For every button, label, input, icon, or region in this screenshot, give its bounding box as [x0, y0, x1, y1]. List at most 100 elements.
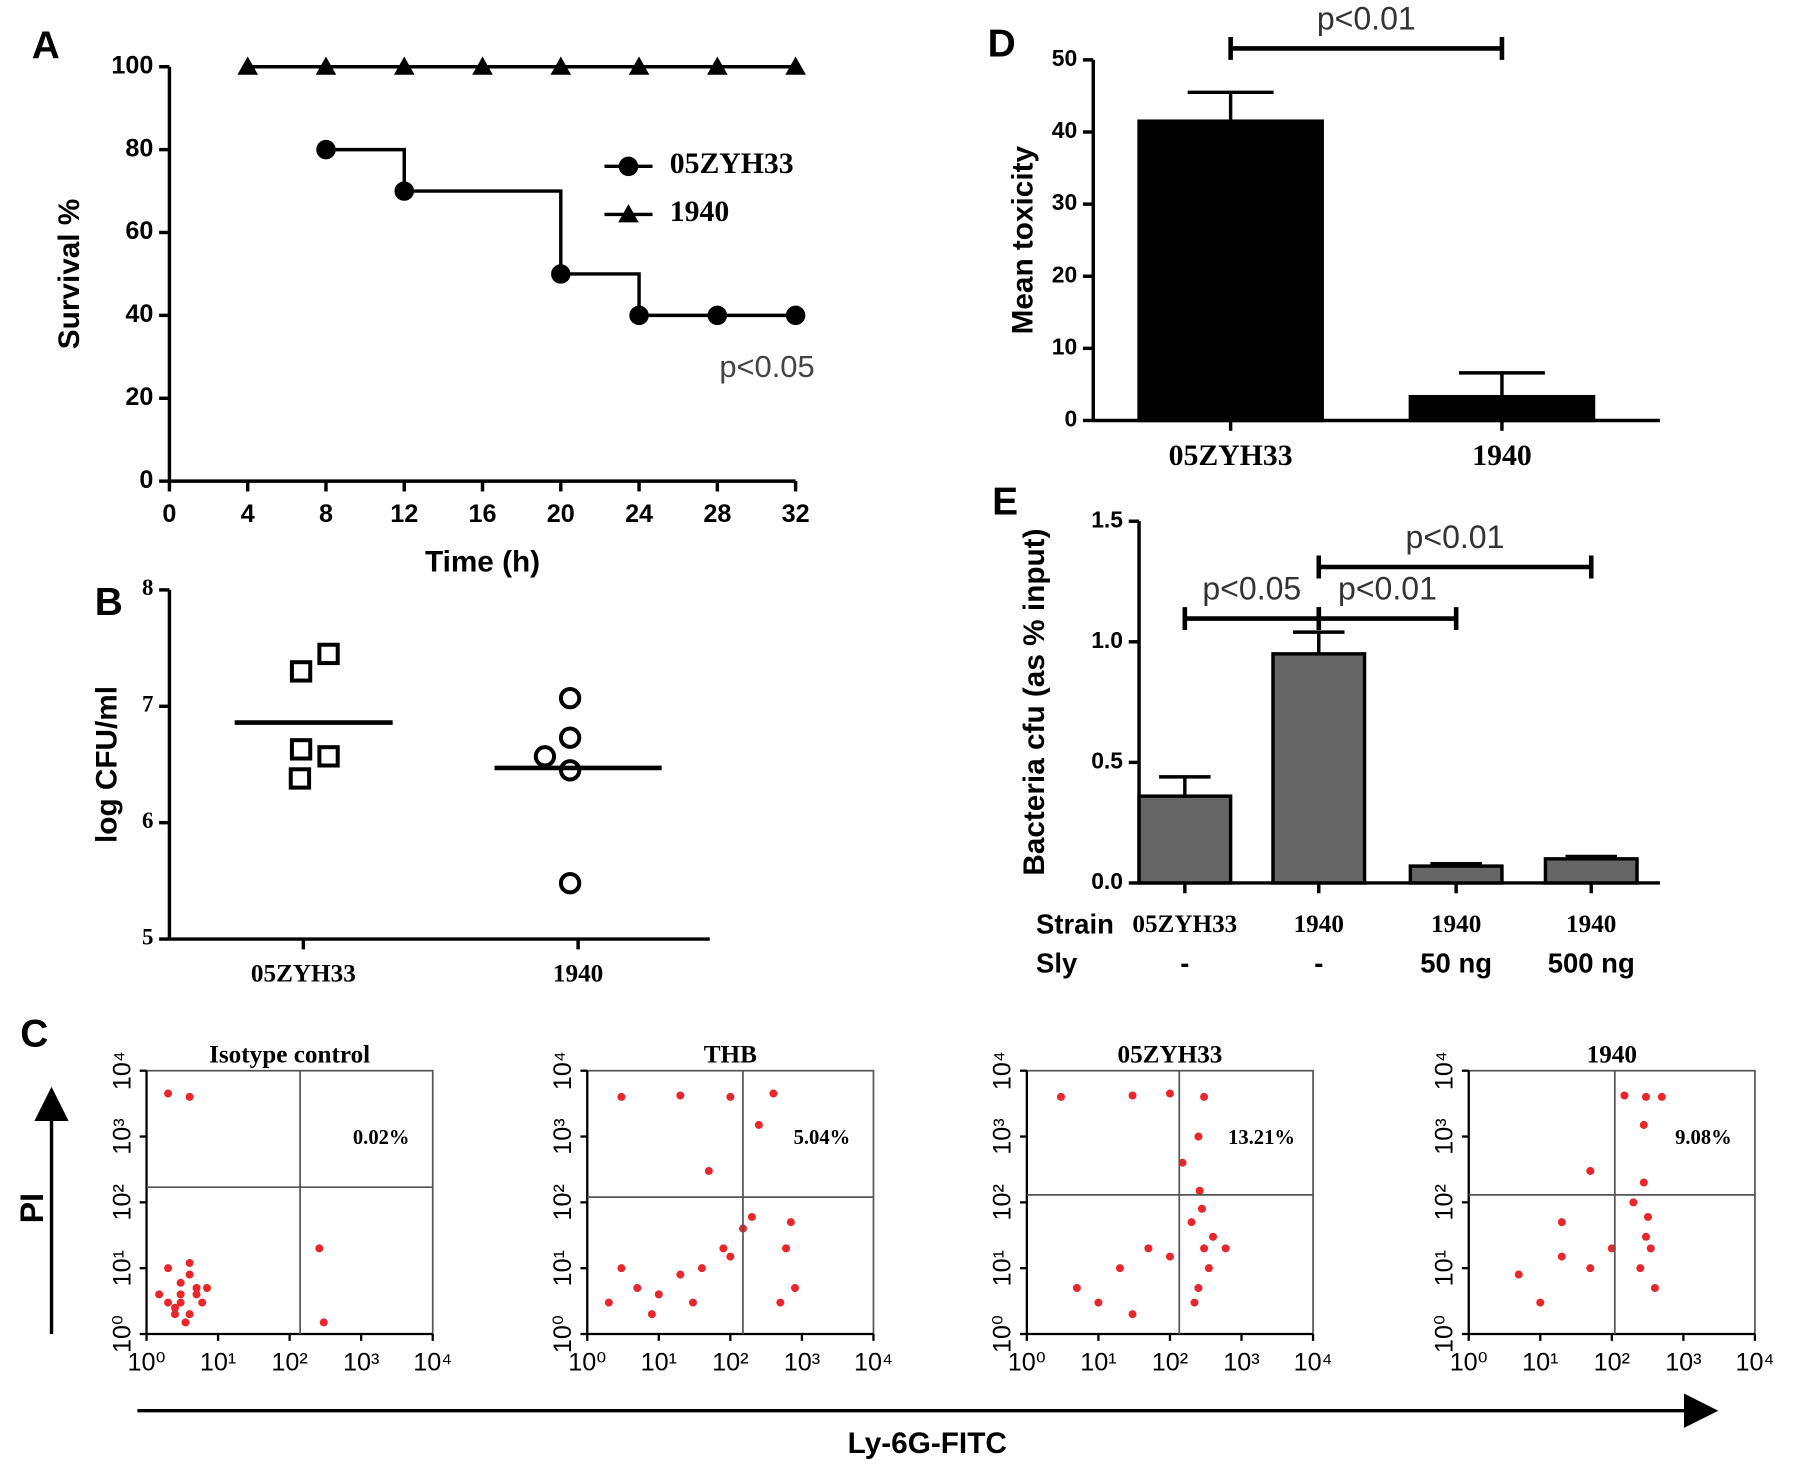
x-tick-label: 10⁰	[568, 1348, 606, 1376]
y-tick-label: 1.5	[1091, 506, 1123, 532]
x-tick-label: 12	[390, 500, 418, 528]
y-tick-label: 10²	[989, 1184, 1017, 1220]
x-tick-label: 28	[703, 500, 731, 528]
event-dot	[654, 1290, 663, 1299]
significance-bracket	[1228, 36, 1505, 60]
y-tick-label: 7	[142, 692, 153, 717]
event-dot	[176, 1298, 185, 1307]
y-tick-label: 10³	[108, 1118, 136, 1154]
event-dot	[754, 1120, 763, 1129]
x-tick-label: 1940	[1294, 911, 1344, 938]
panel-label: E	[992, 480, 1018, 523]
x-tick-label: 10¹	[1522, 1348, 1558, 1376]
plot-frame	[586, 1069, 875, 1335]
event-dot	[1536, 1298, 1545, 1307]
event-dot	[1557, 1252, 1566, 1261]
y-tick-label: 10³	[989, 1118, 1017, 1154]
panel-label: B	[95, 581, 123, 624]
significance-label: p<0.01	[1406, 519, 1505, 555]
y-tick-label: 10⁰	[549, 1315, 577, 1353]
event-dot	[1650, 1283, 1659, 1293]
y-axis-label: Bacteria cfu (as % input)	[1018, 529, 1051, 876]
event-dot	[1128, 1091, 1137, 1100]
event-dot	[617, 1264, 626, 1273]
event-dot	[1197, 1204, 1206, 1213]
y-tick-label: 10⁰	[1431, 1315, 1459, 1353]
x-tick-label: 10¹	[1080, 1348, 1116, 1376]
y-tick-label: 10²	[1431, 1184, 1459, 1220]
y-tick-label: 10¹	[108, 1250, 136, 1286]
event-dot	[1636, 1264, 1645, 1273]
y-tick-label: 10³	[549, 1118, 577, 1154]
x-tick-label: 10²	[1152, 1348, 1188, 1376]
y-tick-label: 40	[1052, 117, 1077, 143]
plot-title: 1940	[1587, 1042, 1637, 1069]
y-tick-label: 20	[1052, 261, 1077, 287]
event-dot	[704, 1166, 713, 1175]
event-dot	[1620, 1091, 1629, 1100]
y-tick-label: 8	[142, 575, 153, 600]
event-dot	[1586, 1166, 1595, 1175]
y-tick-label: 10¹	[549, 1250, 577, 1286]
panel-label: C	[20, 1013, 48, 1056]
y-tick-label: 40	[125, 300, 153, 328]
event-dot	[1639, 1120, 1648, 1129]
event-dot	[1643, 1212, 1652, 1221]
y-tick-label: 30	[1052, 189, 1077, 215]
event-dot	[697, 1264, 706, 1273]
y-tick-label: 60	[125, 217, 153, 245]
y-tick-label: 80	[125, 134, 153, 162]
x-tick-label: 10²	[271, 1348, 307, 1376]
x-tick-label: 0	[162, 500, 176, 528]
row-label: Strain	[1036, 909, 1114, 940]
x-tick-label: 32	[782, 500, 810, 528]
plot-frame	[1467, 1069, 1756, 1335]
significance-label: p<0.01	[1338, 571, 1437, 607]
data-point	[472, 56, 493, 75]
legend-label: 05ZYH33	[670, 147, 794, 180]
event-dot	[155, 1290, 164, 1299]
y-tick-label: 10²	[549, 1184, 577, 1220]
legend-marker	[618, 204, 639, 223]
event-dot	[170, 1310, 180, 1319]
annotation: p<0.05	[719, 349, 814, 384]
y-tick-label: 100	[111, 51, 153, 79]
x-tick-label: 10⁴	[413, 1348, 452, 1376]
x-tick-label: 05ZYH33	[1132, 911, 1237, 938]
data-point	[628, 56, 650, 75]
data-point	[551, 264, 571, 284]
plot-frame	[1026, 1069, 1314, 1335]
data-point	[558, 759, 582, 782]
y-tick-label: 50	[1052, 45, 1077, 71]
event-dot	[315, 1244, 324, 1253]
data-point	[394, 181, 414, 201]
event-dot	[1657, 1092, 1666, 1101]
data-point	[558, 686, 582, 710]
data-point	[317, 642, 340, 666]
event-dot	[1056, 1092, 1066, 1101]
data-point	[316, 139, 336, 160]
data-point	[289, 660, 313, 683]
quadrant-percent: 0.02%	[353, 1127, 410, 1149]
data-point	[288, 767, 312, 790]
plot-title: THB	[704, 1042, 757, 1069]
event-dot	[726, 1092, 735, 1101]
y-tick-label: 5	[142, 924, 153, 949]
event-dot	[688, 1298, 697, 1307]
x-tick-label: 10²	[1594, 1348, 1630, 1376]
y-axis-label: log CFU/ml	[91, 686, 124, 843]
y-tick-label: 6	[142, 808, 153, 833]
event-dot	[1641, 1232, 1650, 1241]
event-dot	[164, 1089, 173, 1098]
bar	[1543, 857, 1639, 885]
x-tick-label: 4	[241, 500, 255, 528]
x-tick-label: 16	[469, 500, 497, 528]
x-tick-label: 05ZYH33	[1169, 439, 1293, 472]
event-dot	[617, 1092, 626, 1101]
x-tick-label: 10⁰	[1450, 1348, 1488, 1376]
x-tick-label: 10¹	[641, 1348, 677, 1376]
data-point	[558, 872, 582, 895]
bar	[1408, 394, 1596, 423]
legend-label: 1940	[670, 195, 730, 228]
